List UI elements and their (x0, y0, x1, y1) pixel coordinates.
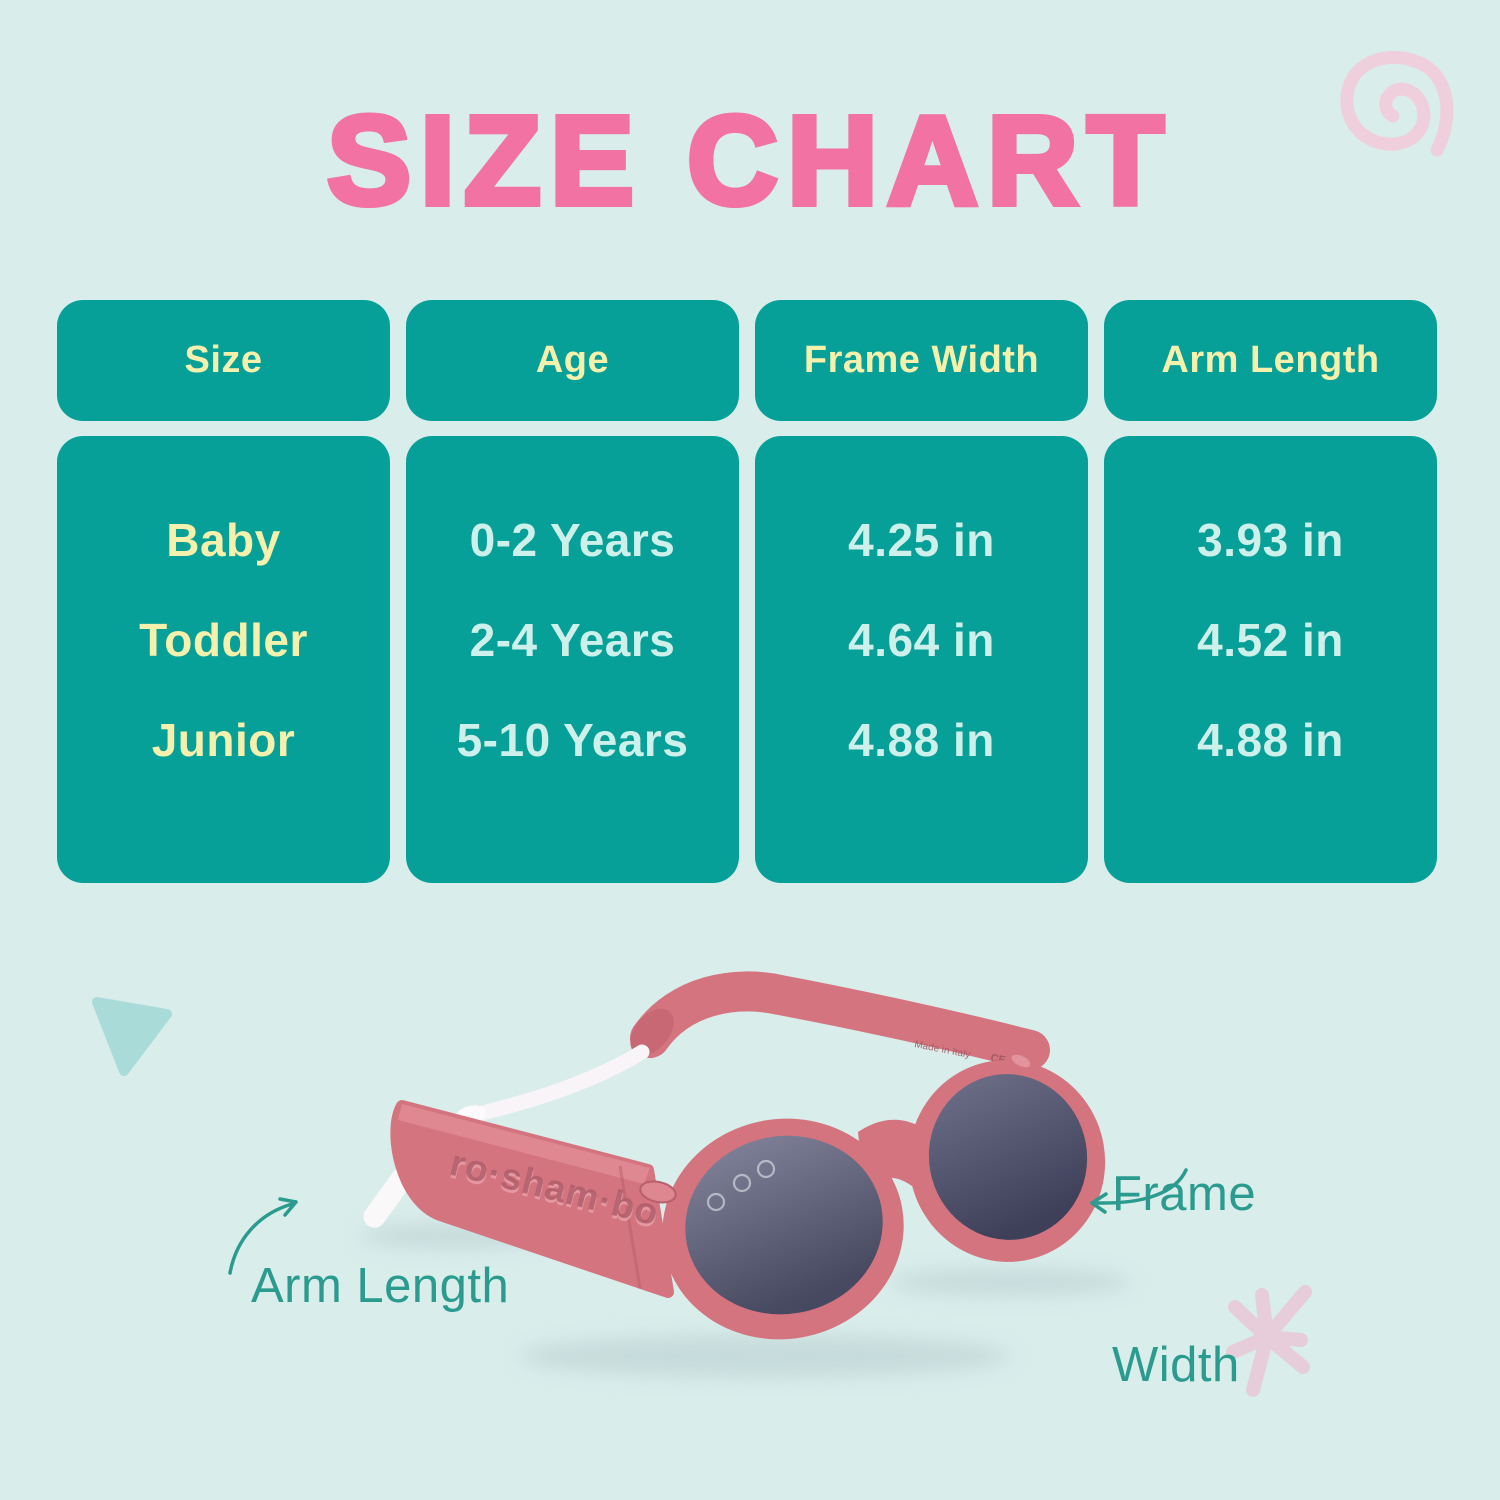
column-body-arm-length: 3.93 in 4.52 in 4.88 in (1104, 436, 1437, 883)
near-temple-arm (390, 1100, 674, 1298)
cell-age-toddler: 2-4 Years (469, 614, 676, 666)
cell-age-junior: 5-10 Years (456, 714, 689, 766)
hinge-rivet (639, 1180, 677, 1204)
frame-width-label-line1: Frame (1112, 1167, 1257, 1221)
column-frame-width: Frame Width 4.25 in 4.64 in 4.88 in (755, 300, 1088, 883)
cell-size-baby: Baby (166, 514, 281, 566)
cell-frame-width-baby: 4.25 in (848, 514, 995, 566)
column-header-arm-length: Arm Length (1104, 300, 1437, 421)
far-lens (928, 1074, 1088, 1240)
column-body-size: Baby Toddler Junior (57, 436, 390, 883)
frame-width-arrow (1090, 1168, 1188, 1214)
column-size: Size Baby Toddler Junior (57, 300, 390, 883)
starburst-icon (1226, 1285, 1312, 1397)
cell-size-junior: Junior (151, 714, 296, 766)
far-ear-tip (630, 1008, 674, 1056)
cell-arm-length-junior: 4.88 in (1197, 714, 1344, 766)
column-header-frame-width: Frame Width (755, 300, 1088, 421)
far-hinge-notch (1011, 1054, 1031, 1068)
strap-back (470, 1044, 650, 1122)
sunglasses-illustration: Made in Italy CE ro·sham·bo ro·sham·bo (360, 971, 1130, 1378)
page-title: SIZE CHART (324, 87, 1173, 234)
column-body-frame-width: 4.25 in 4.64 in 4.88 in (755, 436, 1088, 883)
triangle-icon (92, 997, 172, 1076)
cell-arm-length-toddler: 4.52 in (1197, 614, 1344, 666)
column-header-age: Age (406, 300, 739, 421)
sunglasses-shadow (360, 1223, 1130, 1378)
column-header-size: Size (57, 300, 390, 421)
cell-frame-width-junior: 4.88 in (848, 714, 995, 766)
frame-width-label-line2: Width (1112, 1338, 1240, 1392)
lens-etched-icons (706, 1159, 776, 1212)
spiral-icon (1340, 50, 1454, 157)
frame-width-label: Frame Width (1112, 1052, 1256, 1500)
far-temple-arm (630, 971, 1050, 1070)
size-table: Size Baby Toddler Junior Age 0-2 Years 2… (57, 300, 1437, 883)
arm-length-label: Arm Length (251, 1259, 510, 1313)
column-age: Age 0-2 Years 2-4 Years 5-10 Years (406, 300, 739, 883)
strap-front-tip (363, 1168, 413, 1228)
column-arm-length: Arm Length 3.93 in 4.52 in 4.88 in (1104, 300, 1437, 883)
hinge-crease (618, 1165, 642, 1289)
arm-length-arrow (228, 1197, 298, 1275)
column-body-age: 0-2 Years 2-4 Years 5-10 Years (406, 436, 739, 883)
annotation-arrows (228, 1168, 1188, 1275)
cell-arm-length-baby: 3.93 in (1197, 514, 1344, 566)
cell-frame-width-toddler: 4.64 in (848, 614, 995, 666)
cell-size-toddler: Toddler (139, 614, 308, 666)
near-temple-top-bevel (398, 1104, 650, 1184)
cell-age-baby: 0-2 Years (469, 514, 676, 566)
